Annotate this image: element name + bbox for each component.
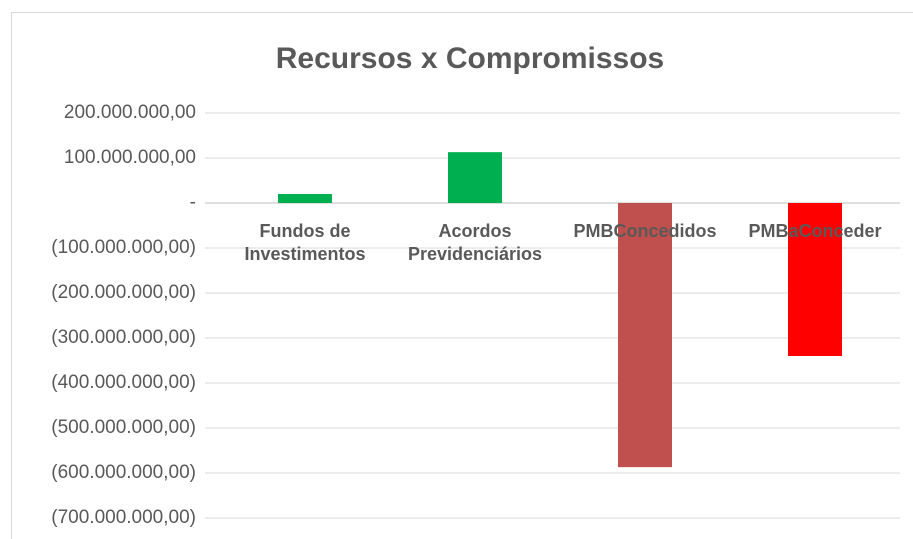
x-tick-label-box: PMBaConceder [748, 221, 882, 241]
y-tick-label: (600.000.000,00) [51, 462, 196, 483]
y-tick-label: 200.000.000,00 [64, 102, 196, 123]
chart-frame [11, 12, 913, 539]
x-tick-label: Acordos Previdenciários [407, 221, 543, 264]
bar [448, 152, 502, 203]
y-tick-label: (300.000.000,00) [51, 327, 196, 348]
x-tick-label: Fundos de Investimentos [244, 221, 366, 264]
y-tick-label: 100.000.000,00 [64, 147, 196, 168]
y-tick-label: (700.000.000,00) [51, 507, 196, 528]
y-tick-label: - [190, 192, 196, 213]
y-tick-label: (500.000.000,00) [51, 417, 196, 438]
y-tick-label: (200.000.000,00) [51, 282, 196, 303]
y-tick-label: (400.000.000,00) [51, 372, 196, 393]
x-tick-label: PMBaConceder [748, 221, 882, 241]
bar [618, 203, 672, 468]
x-tick-label-box: Acordos Previdenciários [407, 221, 543, 264]
bar [788, 203, 842, 356]
x-tick-label-box: Fundos de Investimentos [244, 221, 366, 264]
chart-title: Recursos x Compromissos [276, 42, 664, 75]
y-tick-label: (100.000.000,00) [51, 237, 196, 258]
x-tick-label: PMBConcedidos [573, 221, 717, 241]
x-tick-label-box: PMBConcedidos [573, 221, 717, 241]
bar [278, 194, 332, 203]
